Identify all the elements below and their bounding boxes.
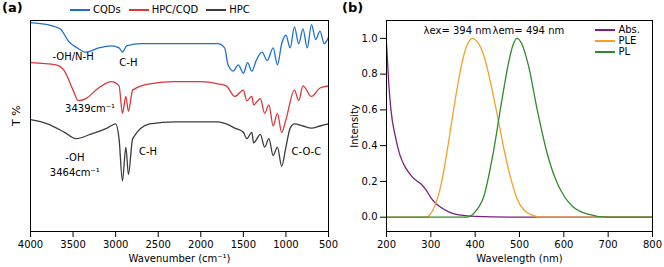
svg-text:1000: 1000 bbox=[273, 239, 298, 250]
svg-text:3464cm⁻¹: 3464cm⁻¹ bbox=[50, 167, 100, 178]
svg-text:Intensity: Intensity bbox=[349, 104, 360, 148]
html-text:HPC: HPC bbox=[229, 4, 250, 15]
svg-text:2000: 2000 bbox=[188, 239, 213, 250]
svg-text:3500: 3500 bbox=[60, 239, 85, 250]
svg-text:400: 400 bbox=[466, 239, 485, 250]
svg-text:500: 500 bbox=[510, 239, 529, 250]
svg-text:200: 200 bbox=[377, 239, 396, 250]
svg-text:Wavenumber (cm⁻¹): Wavenumber (cm⁻¹) bbox=[129, 253, 231, 264]
svg-text:Wavelength (nm): Wavelength (nm) bbox=[476, 253, 562, 264]
html-text:CQDs: CQDs bbox=[93, 4, 121, 15]
html-text:(a): (a) bbox=[2, 0, 23, 15]
svg-text:2500: 2500 bbox=[145, 239, 170, 250]
svg-text:0.4: 0.4 bbox=[362, 140, 378, 151]
svg-text:800: 800 bbox=[643, 239, 662, 250]
html-text:HPC/CQD: HPC/CQD bbox=[151, 4, 199, 15]
svg-text:600: 600 bbox=[554, 239, 573, 250]
svg-text:1.0: 1.0 bbox=[362, 33, 378, 44]
svg-text:300: 300 bbox=[421, 239, 440, 250]
svg-text:3439cm⁻¹: 3439cm⁻¹ bbox=[65, 103, 115, 114]
svg-text:4000: 4000 bbox=[18, 239, 43, 250]
svg-text:T %: T % bbox=[10, 105, 23, 127]
html-text:(b): (b) bbox=[342, 0, 364, 15]
html-text:PLE: PLE bbox=[618, 35, 637, 46]
svg-text:0.2: 0.2 bbox=[362, 176, 378, 187]
svg-text:λem= 494 nm: λem= 494 nm bbox=[493, 25, 565, 36]
svg-text:-OH/N-H: -OH/N-H bbox=[52, 51, 93, 62]
svg-text:0.0: 0.0 bbox=[362, 211, 378, 222]
svg-text:C-H: C-H bbox=[139, 146, 157, 157]
svg-text:-OH: -OH bbox=[65, 152, 84, 163]
svg-text:λex= 394 nm: λex= 394 nm bbox=[424, 25, 492, 36]
html-text:PL: PL bbox=[618, 46, 630, 57]
svg-text:500: 500 bbox=[319, 239, 338, 250]
html-text:Abs.: Abs. bbox=[618, 24, 640, 35]
svg-text:0.8: 0.8 bbox=[362, 68, 378, 79]
svg-text:C-H: C-H bbox=[119, 57, 137, 68]
svg-text:700: 700 bbox=[599, 239, 618, 250]
svg-text:3000: 3000 bbox=[103, 239, 128, 250]
svg-text:C-O-C: C-O-C bbox=[292, 146, 322, 157]
svg-text:1500: 1500 bbox=[231, 239, 256, 250]
svg-text:0.6: 0.6 bbox=[362, 104, 378, 115]
